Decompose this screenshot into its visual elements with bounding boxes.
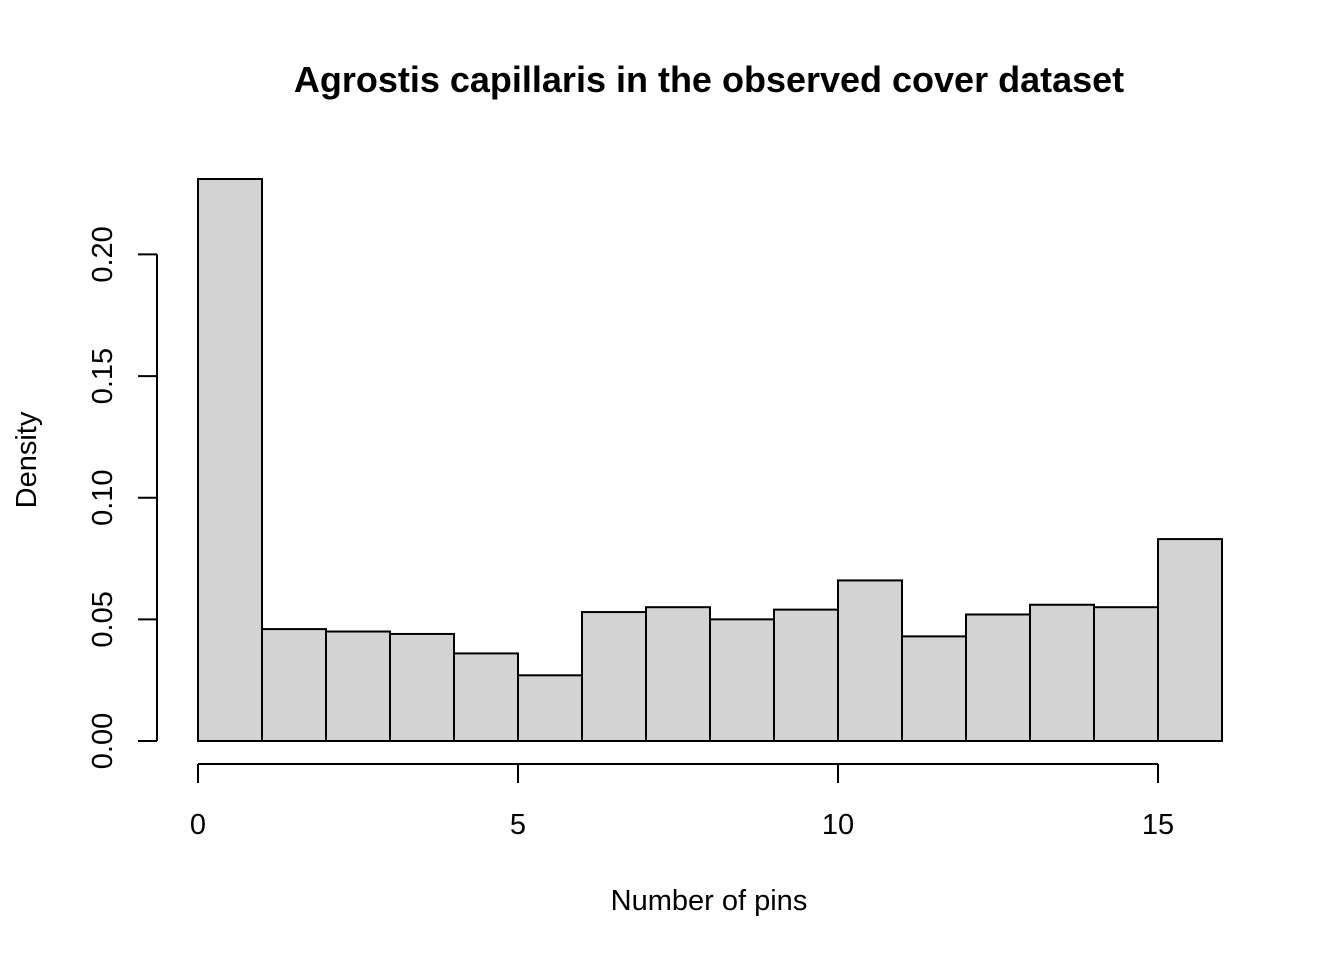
bars-group: [197, 178, 1223, 743]
y-tick-label-4: 0.20: [87, 226, 119, 282]
x-tick-label-1: 5: [510, 809, 526, 841]
histogram-bar-5: [517, 674, 583, 743]
chart-title: Agrostis capillaris in the observed cove…: [294, 59, 1124, 100]
histogram-bar-6: [581, 611, 647, 742]
x-tick-label-0: 0: [190, 809, 206, 841]
histogram-bar-11: [901, 635, 967, 742]
histogram-bar-12: [965, 613, 1031, 743]
histogram-bar-2: [325, 630, 391, 742]
histogram-bar-9: [773, 608, 839, 742]
y-axis-label: Density: [11, 411, 43, 508]
histogram-bar-10: [837, 579, 903, 743]
y-tick-label-3: 0.15: [87, 348, 119, 404]
y-tick-label-1: 0.05: [87, 591, 119, 647]
x-axis-label: Number of pins: [611, 885, 808, 917]
y-axis: 0.00 0.05 0.10 0.15 0.20: [87, 226, 158, 769]
histogram-bar-0: [197, 178, 263, 742]
x-axis: 0 5 10 15: [190, 763, 1174, 841]
histogram-bar-4: [453, 652, 519, 743]
histogram-bar-13: [1029, 603, 1095, 742]
x-tick-label-2: 10: [822, 809, 854, 841]
histogram-bar-15: [1157, 538, 1223, 743]
histogram-bar-8: [709, 618, 775, 742]
histogram-bar-7: [645, 606, 711, 743]
y-tick-label-0: 0.00: [87, 713, 119, 769]
y-tick-label-2: 0.10: [87, 469, 119, 525]
histogram-bar-3: [389, 632, 455, 743]
histogram-bar-1: [261, 628, 327, 743]
histogram-bar-14: [1093, 606, 1159, 743]
x-tick-label-3: 15: [1142, 809, 1174, 841]
